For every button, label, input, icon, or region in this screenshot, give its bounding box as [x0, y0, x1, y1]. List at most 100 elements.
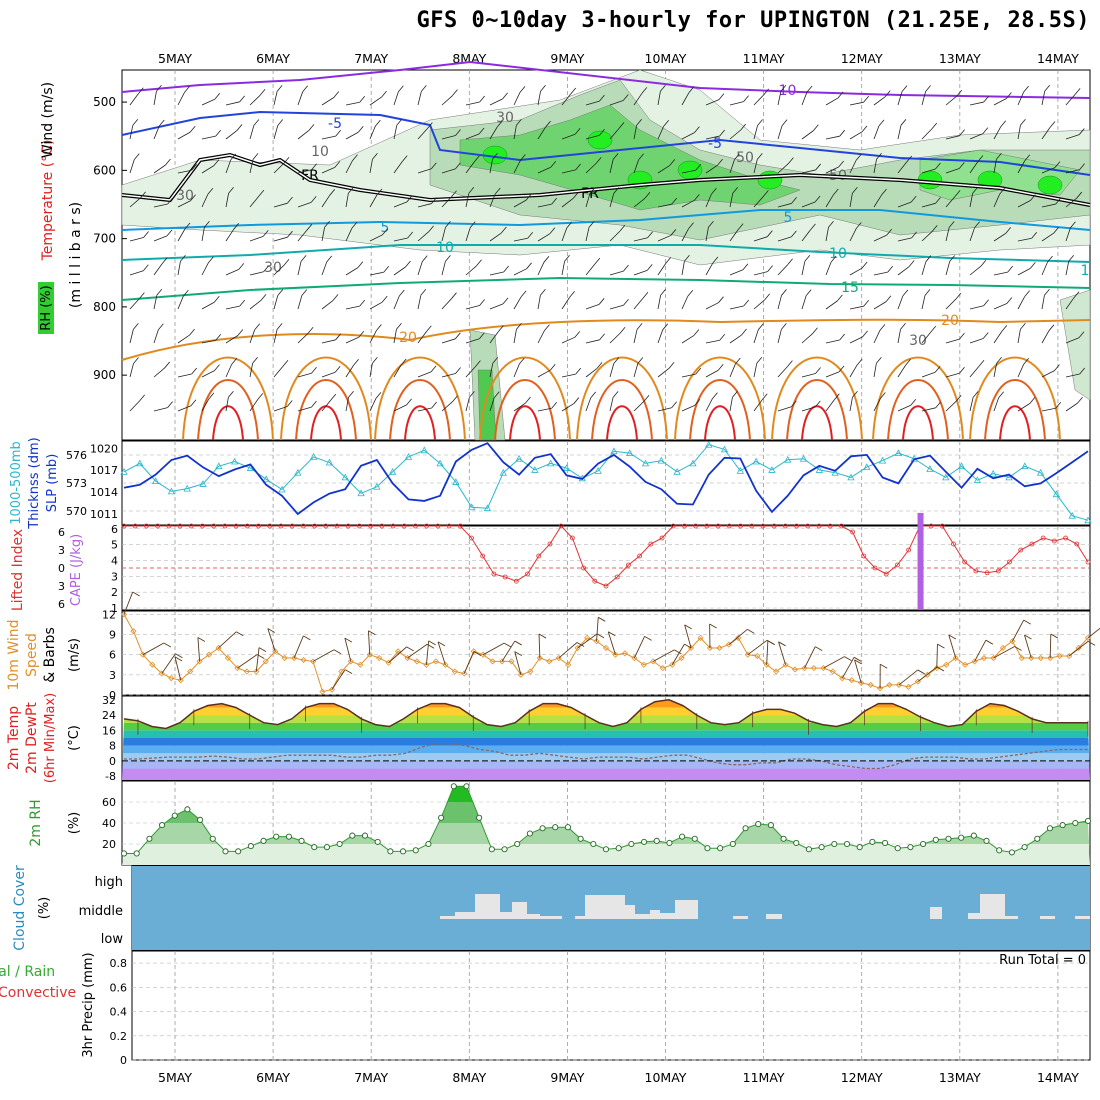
wind-barb	[465, 161, 475, 174]
wind-barb-flag	[900, 322, 906, 330]
wind-barb-flag	[955, 395, 962, 402]
wind-barb-flag	[287, 230, 293, 238]
wind-barb-flag	[1079, 367, 1085, 375]
cloud-bar	[585, 895, 625, 919]
wind10-barb	[174, 656, 182, 681]
wind-barb	[249, 159, 254, 174]
wind-barb	[657, 235, 672, 242]
thickness-point	[752, 457, 760, 465]
wind-barb-flag	[881, 188, 887, 196]
wind-barb	[369, 271, 384, 276]
wind-barb	[1017, 403, 1031, 412]
thickness-point	[467, 503, 476, 511]
rh2m-point	[197, 816, 204, 823]
wind-barb-flag	[663, 119, 669, 127]
wind-barb	[297, 169, 312, 174]
wind10-point	[773, 668, 780, 675]
panel-frame-wind	[121, 610, 1091, 696]
wind-barb-flag	[401, 155, 408, 162]
thickness-point	[894, 449, 903, 457]
wind10-point	[886, 681, 893, 688]
warm-contour	[606, 405, 638, 441]
wind-barb	[705, 339, 720, 344]
li-point	[794, 523, 799, 529]
wind-barb	[585, 263, 596, 276]
wind-barb	[705, 398, 713, 412]
wind-barb-flag	[595, 157, 602, 164]
wind10-point	[1028, 654, 1035, 662]
li-point	[547, 541, 553, 547]
wind-barb	[609, 100, 624, 106]
wind-barb-flag	[694, 399, 701, 406]
wind-barb	[201, 262, 209, 276]
rh2m-point	[400, 848, 407, 855]
rh2m-point	[666, 839, 673, 847]
wind10-barb-flag	[747, 628, 755, 634]
date-label-bottom: 5MAY	[158, 1070, 192, 1085]
wind-barb-flag	[925, 255, 932, 262]
wind-barb	[897, 365, 906, 378]
warm-contour	[872, 356, 964, 441]
wind-barb-flag	[930, 325, 937, 333]
li-point	[906, 547, 912, 553]
wind10-point	[376, 654, 383, 662]
wind-barb	[177, 261, 181, 276]
wind10-barb-flag	[937, 643, 945, 649]
wind10-point	[177, 677, 184, 684]
wind-barb	[609, 159, 614, 174]
wind-barb-flag	[805, 289, 812, 296]
wind-barb-flag	[838, 365, 845, 373]
wind-barb	[1041, 295, 1045, 310]
wind10-point	[489, 658, 496, 665]
wind-barb	[561, 297, 570, 310]
thickness-point	[784, 455, 792, 463]
wind10-barb-flag	[853, 656, 862, 662]
wind10-barb-flag	[985, 639, 994, 645]
wind-barb-flag	[878, 119, 885, 127]
wind10-barb-flag	[709, 623, 717, 629]
wind-barb-flag	[214, 364, 220, 371]
rh2m-point	[222, 848, 229, 855]
wind10-barb-flag	[303, 635, 311, 641]
rh2m-point	[704, 845, 711, 852]
wind-barb	[657, 126, 665, 140]
wind-barb-flag	[1053, 226, 1059, 234]
wind-barb-flag	[671, 401, 677, 409]
li-point	[390, 523, 396, 529]
wind10-point	[158, 670, 165, 677]
wind-barb-flag	[502, 92, 508, 100]
wind-barb-flag	[566, 221, 573, 229]
wind-barb-flag	[540, 84, 546, 92]
wind10-point	[754, 652, 761, 660]
li-point	[256, 523, 261, 529]
wind-barb-flag	[421, 85, 427, 92]
dewpoint-series-line	[124, 743, 1088, 770]
cloud-bar	[1075, 916, 1090, 919]
wind-barb-flag	[644, 192, 651, 199]
wind-barb	[297, 201, 312, 208]
thickness-point	[562, 464, 571, 471]
cloud-bar	[500, 912, 512, 919]
thickness-point	[136, 459, 144, 467]
wind-barb-flag	[757, 119, 763, 126]
rh2m-point	[1034, 835, 1041, 842]
wind-barb	[561, 198, 574, 208]
wind-barb	[537, 330, 545, 344]
wind-barb-flag	[815, 163, 821, 171]
wind-barb-flag	[549, 227, 556, 234]
cape-tick-label: 6	[111, 523, 118, 536]
wind10-point	[962, 661, 969, 668]
rh2m-point	[882, 839, 889, 847]
wind-barb-flag	[718, 93, 725, 100]
wind-barb	[537, 369, 551, 378]
wind-barb-flag	[525, 193, 532, 201]
wind10-point	[763, 661, 770, 668]
wind-barb-flag	[311, 400, 317, 408]
wind-barb	[969, 265, 982, 276]
warm-contour	[689, 379, 751, 441]
wind-barb-flag	[1055, 401, 1062, 409]
wind-barb	[969, 338, 984, 344]
wind-barb	[1041, 91, 1046, 106]
wind-barb-flag	[791, 197, 797, 204]
contour-label: 10	[436, 240, 454, 256]
